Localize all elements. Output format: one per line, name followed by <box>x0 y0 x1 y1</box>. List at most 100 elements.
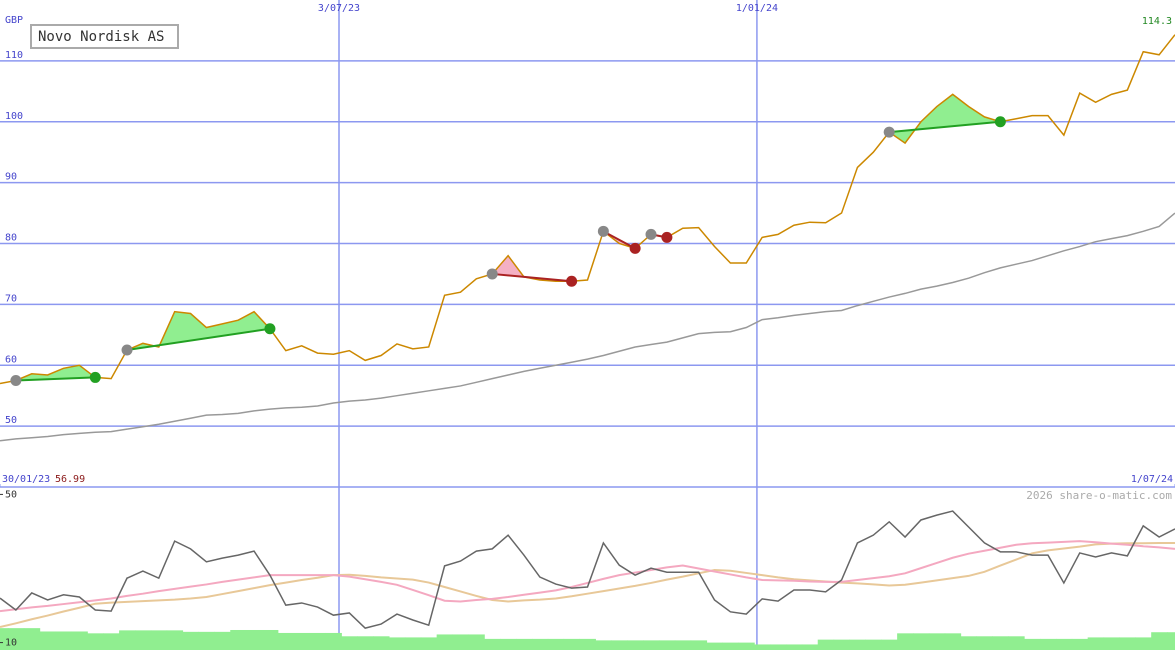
trade-entry <box>883 126 895 138</box>
volume-bar <box>754 644 771 650</box>
volume-bar <box>690 640 708 650</box>
volume-bar <box>373 636 390 650</box>
volume-bar <box>1103 637 1120 650</box>
volume-bar <box>71 631 88 650</box>
volume-bar <box>801 644 819 650</box>
trade-entry <box>10 374 22 386</box>
volume-bar <box>500 638 517 650</box>
volume-bar <box>1040 638 1057 650</box>
volume-bar <box>1151 632 1168 650</box>
volume-bar <box>468 634 485 650</box>
credit: 2026 share-o-matic.com <box>1026 489 1172 502</box>
volume-bar <box>55 631 72 650</box>
volume-bar <box>150 630 168 650</box>
volume-bar <box>516 638 533 650</box>
volume-bar <box>1024 638 1041 650</box>
y-tick-label: 50 <box>5 415 17 426</box>
volume-bar <box>722 642 739 650</box>
series-line <box>0 541 1175 629</box>
volume-bar <box>960 636 978 650</box>
y-axis-label: GBP <box>5 15 23 26</box>
trade-entry <box>645 228 657 240</box>
series-line <box>0 540 1175 613</box>
volume-bar <box>341 636 358 650</box>
y-tick-label: 60 <box>5 354 17 365</box>
title-box <box>30 24 179 49</box>
volume-bar <box>611 640 628 650</box>
volume-bar <box>595 640 612 650</box>
trade-exit <box>661 231 673 243</box>
volume-bar <box>706 642 723 650</box>
volume-bar <box>325 632 342 650</box>
volume-bar <box>643 640 660 650</box>
volume-bar <box>770 644 787 650</box>
volume-bar <box>1119 637 1136 650</box>
volume-bar <box>913 633 930 650</box>
volume-bar <box>357 636 374 650</box>
trade-exit <box>566 275 578 287</box>
volume-bar <box>579 638 596 650</box>
y-tick-label: 90 <box>5 172 17 183</box>
y-tick-label: 80 <box>5 233 17 244</box>
volume-bar <box>436 634 454 650</box>
volume-bar <box>674 640 692 650</box>
volume-bar <box>246 629 263 650</box>
volume-bar <box>897 633 914 650</box>
volume-bar <box>865 639 882 650</box>
volume-bar <box>1071 638 1089 650</box>
trade-exit <box>629 242 641 254</box>
volume-bar <box>976 636 993 650</box>
trade-entry <box>121 344 133 356</box>
y-tick-label: 110 <box>5 50 23 61</box>
trade-line <box>492 272 572 283</box>
volume-bar <box>119 630 136 650</box>
volume-bar <box>277 632 295 650</box>
series-line <box>0 212 1175 442</box>
y-tick-label: 10 <box>5 638 17 649</box>
y-tick-label: 100 <box>5 111 23 122</box>
volume-bar <box>230 629 247 650</box>
volume-bar <box>389 637 406 650</box>
trade-fill <box>15 365 96 381</box>
y-tick-label: 50 <box>5 489 17 500</box>
volume-bar <box>214 631 231 650</box>
trade-line <box>602 230 636 250</box>
trade-exit <box>264 323 276 335</box>
volume-bar <box>23 628 41 650</box>
volume-bar <box>1008 636 1025 650</box>
volume-bar <box>166 630 184 650</box>
end-value: 114.3 <box>1142 16 1172 27</box>
trade-entry <box>486 268 498 280</box>
trade-line <box>126 327 271 352</box>
volume-bar <box>452 634 469 650</box>
volume-bar <box>309 632 327 650</box>
volume-bar <box>738 642 755 650</box>
volume-bar <box>261 629 279 650</box>
volume-bar <box>0 628 9 650</box>
volume-bar <box>785 644 803 650</box>
volume-bar <box>1167 632 1175 650</box>
trade-exit <box>994 116 1006 128</box>
volume-bar <box>833 639 850 650</box>
x-tick-label: 30/01/23 <box>2 474 50 485</box>
volume-bar <box>134 630 152 650</box>
volume-bar <box>1087 637 1105 650</box>
volume-bar <box>531 638 549 650</box>
volume-bar <box>404 637 422 650</box>
y-tick-label: 70 <box>5 293 17 304</box>
chart-title: Novo Nordisk AS <box>38 29 164 45</box>
trade-exit <box>89 371 101 383</box>
volume-bar <box>944 633 962 650</box>
volume-bar <box>563 638 581 650</box>
x-tick-label: 1/01/24 <box>736 3 778 14</box>
volume-bar <box>1055 638 1073 650</box>
volume-bar <box>928 633 946 650</box>
volume-bar <box>420 637 438 650</box>
volume-bar <box>1135 637 1152 650</box>
volume-bar <box>547 638 565 650</box>
volume-bar <box>992 636 1009 650</box>
volume-bar <box>182 631 199 650</box>
trade-entry <box>597 225 609 237</box>
